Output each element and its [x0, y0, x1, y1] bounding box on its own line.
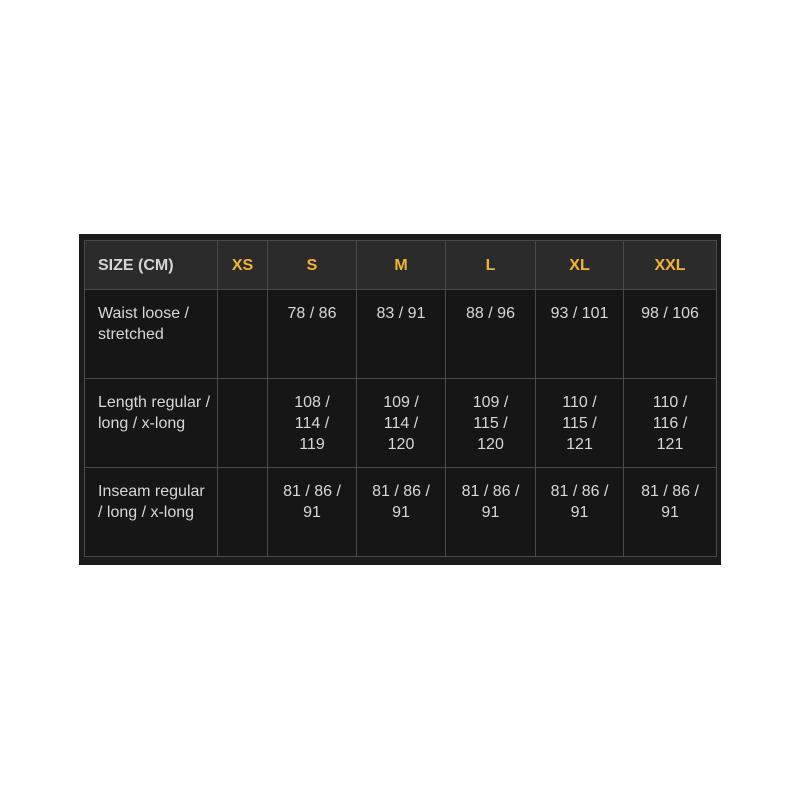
size-header-xl: XL	[535, 240, 624, 290]
row-label: Waist loose / stretched	[84, 289, 218, 379]
size-header-xxl: XXL	[623, 240, 717, 290]
table-cell: 81 / 86 / 91	[267, 467, 357, 557]
table-row-inseam: Inseam regular / long / x-long 81 / 86 /…	[84, 467, 717, 557]
cell-value: 98 / 106	[641, 305, 699, 322]
size-header-m: M	[356, 240, 446, 290]
cell-value: 81 / 86 / 91	[283, 483, 341, 521]
size-chart-table: SIZE (CM) XS S M L XL XXL Waist loose / …	[84, 240, 717, 557]
header-row: SIZE (CM) XS S M L XL XXL	[84, 240, 717, 290]
table-cell: 108 / 114 / 119	[267, 378, 357, 468]
cell-value: 108 / 114 / 119	[294, 394, 330, 453]
row-label: Inseam regular / long / x-long	[84, 467, 218, 557]
cell-value: 109 / 115 / 120	[472, 394, 509, 453]
table-cell: 110 / 115 / 121	[535, 378, 624, 468]
table-cell: 98 / 106	[623, 289, 717, 379]
cell-value: 83 / 91	[376, 305, 426, 322]
size-header-s: S	[267, 240, 357, 290]
table-cell: 78 / 86	[267, 289, 357, 379]
cell-value: 110 / 116 / 121	[652, 394, 688, 453]
size-header-label: SIZE (CM)	[84, 240, 218, 290]
table-cell: 81 / 86 / 91	[535, 467, 624, 557]
row-label: Length regular / long / x-long	[84, 378, 218, 468]
cell-value: 81 / 86 / 91	[641, 483, 699, 521]
table-cell: 88 / 96	[445, 289, 536, 379]
table-cell	[217, 289, 268, 379]
table-cell: 109 / 115 / 120	[445, 378, 536, 468]
cell-value: 109 / 114 / 120	[383, 394, 419, 453]
table-row-waist: Waist loose / stretched 78 / 86 83 / 91 …	[84, 289, 717, 379]
cell-value: 81 / 86 / 91	[372, 483, 430, 521]
size-chart-frame: SIZE (CM) XS S M L XL XXL Waist loose / …	[79, 234, 721, 565]
table-cell: 81 / 86 / 91	[356, 467, 446, 557]
size-header-l: L	[445, 240, 536, 290]
table-cell: 109 / 114 / 120	[356, 378, 446, 468]
table-cell: 93 / 101	[535, 289, 624, 379]
table-cell	[217, 467, 268, 557]
table-cell: 110 / 116 / 121	[623, 378, 717, 468]
cell-value: 81 / 86 / 91	[461, 483, 520, 521]
cell-value: 81 / 86 / 91	[550, 483, 609, 521]
table-row-length: Length regular / long / x-long 108 / 114…	[84, 378, 717, 468]
cell-value: 78 / 86	[287, 305, 337, 322]
table-cell: 81 / 86 / 91	[623, 467, 717, 557]
cell-value: 88 / 96	[466, 305, 515, 322]
table-cell: 83 / 91	[356, 289, 446, 379]
table-cell: 81 / 86 / 91	[445, 467, 536, 557]
cell-value: 93 / 101	[550, 305, 609, 322]
table-cell	[217, 378, 268, 468]
cell-value: 110 / 115 / 121	[562, 394, 597, 453]
size-header-xs: XS	[217, 240, 268, 290]
